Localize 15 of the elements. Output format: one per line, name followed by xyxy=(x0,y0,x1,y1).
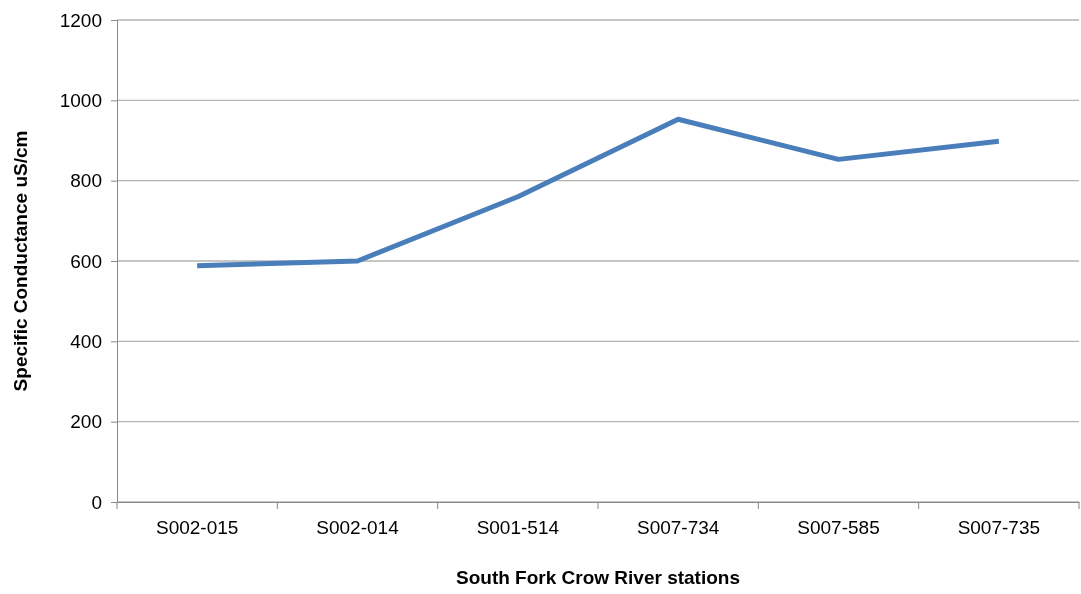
x-tick-label: S007-734 xyxy=(636,516,720,538)
x-tick-label: S001-514 xyxy=(476,516,560,538)
x-axis-title: South Fork Crow River stations xyxy=(456,567,740,588)
y-tick-label: 1200 xyxy=(59,9,102,31)
y-tick-label: 400 xyxy=(70,330,102,352)
y-tick-label: 0 xyxy=(91,491,102,513)
x-tick-label: S002-014 xyxy=(316,516,400,538)
y-tick-label: 200 xyxy=(70,411,102,433)
y-tick-label: 1000 xyxy=(59,89,102,111)
y-tick-label: 600 xyxy=(70,250,102,272)
y-tick-label: 800 xyxy=(70,170,102,192)
y-axis-title: Specific Conductance uS/cm xyxy=(10,130,31,392)
x-tick-label: S002-015 xyxy=(155,516,239,538)
x-tick-label: S007-585 xyxy=(797,516,880,538)
x-tick-label: S007-735 xyxy=(957,516,1041,538)
